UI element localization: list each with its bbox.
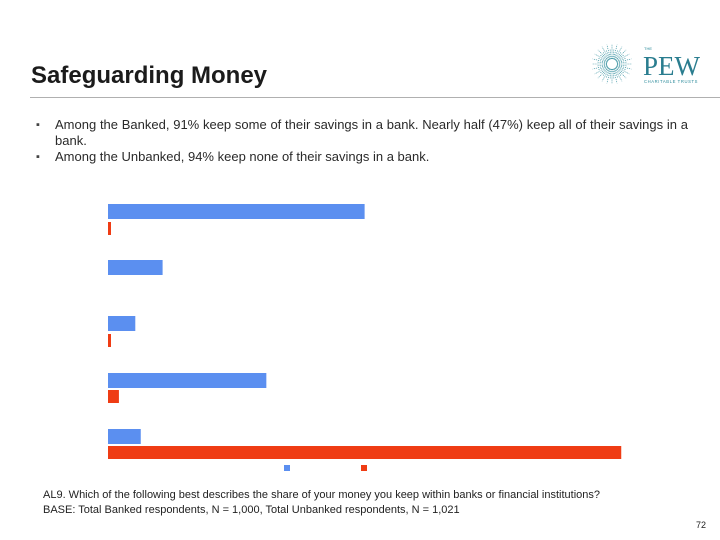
sunburst-ray — [616, 66, 630, 75]
sunburst-ray — [613, 44, 618, 60]
sunburst-ray — [616, 61, 627, 64]
sunburst-ray — [601, 46, 610, 60]
bar-s2-c5 — [108, 446, 622, 459]
sunburst-ray — [612, 68, 615, 79]
sunburst-ray — [605, 68, 611, 78]
sunburst-ray — [616, 53, 630, 62]
sunburst-ray — [599, 66, 609, 74]
sunburst-ray — [615, 66, 625, 74]
sunburst-ray — [602, 67, 610, 77]
sunburst-ray — [614, 46, 623, 60]
sunburst-ray — [598, 57, 608, 63]
sunburst-ray — [615, 67, 627, 79]
sunburst-ray — [594, 66, 608, 75]
legend-marker-1 — [284, 465, 290, 471]
sunburst-ray — [614, 68, 623, 82]
sunburst-ray — [594, 53, 608, 62]
footnote: AL9. Which of the following best describ… — [43, 488, 600, 518]
bar-s2-c3 — [108, 334, 111, 347]
bullet-banked: Among the Banked, 91% keep some of their… — [36, 117, 688, 149]
bar-s2-c4 — [108, 390, 119, 403]
sunburst-ray — [597, 67, 609, 79]
bullet-unbanked: Among the Unbanked, 94% keep none of the… — [36, 149, 688, 165]
sunburst-ray — [597, 49, 609, 61]
footnote-base: BASE: Total Banked respondents, N = 1,00… — [43, 504, 460, 516]
sunburst-ray — [612, 49, 615, 60]
sunburst-ray — [598, 65, 608, 71]
bar-s1-c1 — [108, 204, 365, 219]
sunburst-icon — [592, 44, 632, 84]
sunburst-ray — [609, 68, 612, 79]
sunburst-ray — [606, 68, 611, 84]
sunburst-ray — [613, 68, 619, 78]
sunburst-ray — [597, 61, 608, 64]
logo-the: THE — [644, 46, 652, 51]
legend-marker-2 — [361, 465, 367, 471]
title-divider — [30, 97, 720, 98]
bar-s2-c1 — [108, 222, 111, 235]
sunburst-ray — [616, 64, 627, 67]
bar-s1-c5 — [108, 429, 141, 444]
sunburst-ray — [602, 51, 610, 61]
sunburst-ray — [613, 68, 618, 84]
sunburst-ray — [614, 67, 622, 77]
slide-title: Safeguarding Money — [31, 62, 268, 89]
footnote-question: AL9. Which of the following best describ… — [43, 489, 601, 501]
sunburst-ray — [613, 50, 619, 60]
sunburst-ray — [616, 65, 626, 71]
bar-s1-c3 — [108, 316, 136, 331]
sunburst-ray — [601, 68, 610, 82]
logo-sub: CHARITABLE TRUSTS — [644, 79, 698, 84]
sunburst-ray — [616, 57, 626, 63]
sunburst-ray — [599, 54, 609, 62]
sunburst-ray — [605, 50, 611, 60]
savings-bar-chart — [108, 204, 622, 471]
sunburst-ray — [609, 49, 612, 60]
sunburst-ray — [606, 44, 611, 60]
sunburst-ray — [597, 64, 608, 67]
bar-s1-c4 — [108, 373, 267, 388]
bullet-list: Among the Banked, 91% keep some of their… — [36, 117, 688, 165]
logo-name: PEW — [643, 51, 701, 81]
sunburst-ray — [614, 51, 622, 61]
page-number: 72 — [695, 520, 706, 530]
sunburst-ray — [615, 49, 627, 61]
bar-s1-c2 — [108, 260, 163, 275]
pew-logo: THE PEW CHARITABLE TRUSTS — [592, 44, 701, 84]
sunburst-ray — [615, 54, 625, 62]
